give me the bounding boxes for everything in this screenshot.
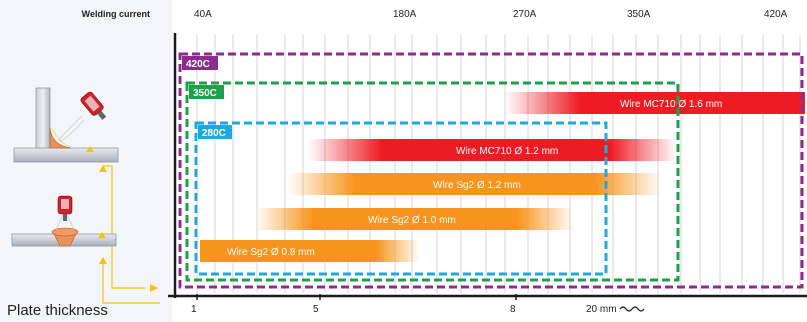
bottom-tick-label: 8 xyxy=(510,304,516,315)
machine-range-box xyxy=(194,121,608,276)
bottom-axis-label: Plate thickness xyxy=(7,302,108,319)
top-axis-label: Welding current xyxy=(82,9,150,19)
machine-label: 280C xyxy=(202,128,226,139)
butt-weld-icon xyxy=(11,195,117,247)
wire-range-label: Wire MC710 Ø 1.6 mm xyxy=(620,99,722,110)
machine-label: 420C xyxy=(186,59,210,70)
arrow-up-icon xyxy=(99,257,107,264)
machine-label: 350C xyxy=(193,88,217,99)
bottom-tick-label: 1 xyxy=(191,304,197,315)
wire-range-label: Wire MC710 Ø 1.2 mm xyxy=(456,146,558,157)
wire-range-bar xyxy=(256,208,574,230)
machine-range-box xyxy=(185,81,680,282)
connector-fillet xyxy=(103,165,145,289)
wire-range-bar xyxy=(308,139,676,161)
wire-range-bar xyxy=(505,92,805,114)
arrow-up-icon xyxy=(99,165,107,172)
top-tick-label: 180A xyxy=(393,9,417,20)
top-tick-label: 270A xyxy=(513,9,537,20)
wire-range-bar xyxy=(200,240,420,262)
bar-layer: Wire Sg2 Ø 0.8 mm Wire Sg2 Ø 1.0 mm Wire S… xyxy=(200,92,805,262)
top-tick-label: 40A xyxy=(194,9,212,20)
top-tick-label: 350A xyxy=(627,9,651,20)
connector-butt xyxy=(102,258,160,304)
fillet-weld-icon xyxy=(13,87,119,163)
top-tick-label: 420A xyxy=(764,9,788,20)
wire-range-label: Wire Sg2 Ø 1.2 mm xyxy=(433,180,521,191)
connector-lines xyxy=(102,165,160,304)
wire-range-label: Wire Sg2 Ø 1.0 mm xyxy=(368,215,456,226)
axis-break-icon xyxy=(619,306,645,312)
bottom-tick-label: 20 mm xyxy=(586,304,617,315)
bottom-tick-label: 5 xyxy=(313,304,319,315)
wire-range-label: Wire Sg2 Ø 0.8 mm xyxy=(227,247,315,258)
machine-label-bg xyxy=(182,56,218,70)
machine-label-bg xyxy=(198,125,232,139)
wire-range-bar xyxy=(288,173,662,195)
bottom-axis-ticks: 1 5 8 20 mm xyxy=(191,294,617,315)
top-axis-ticks: 40A 180A 270A 350A 420A xyxy=(194,9,788,20)
arrow-right-icon xyxy=(150,284,158,292)
machine-range-box xyxy=(178,52,804,289)
box-layer: 420C 350C 280C xyxy=(178,52,804,289)
machine-label-bg xyxy=(189,85,224,99)
